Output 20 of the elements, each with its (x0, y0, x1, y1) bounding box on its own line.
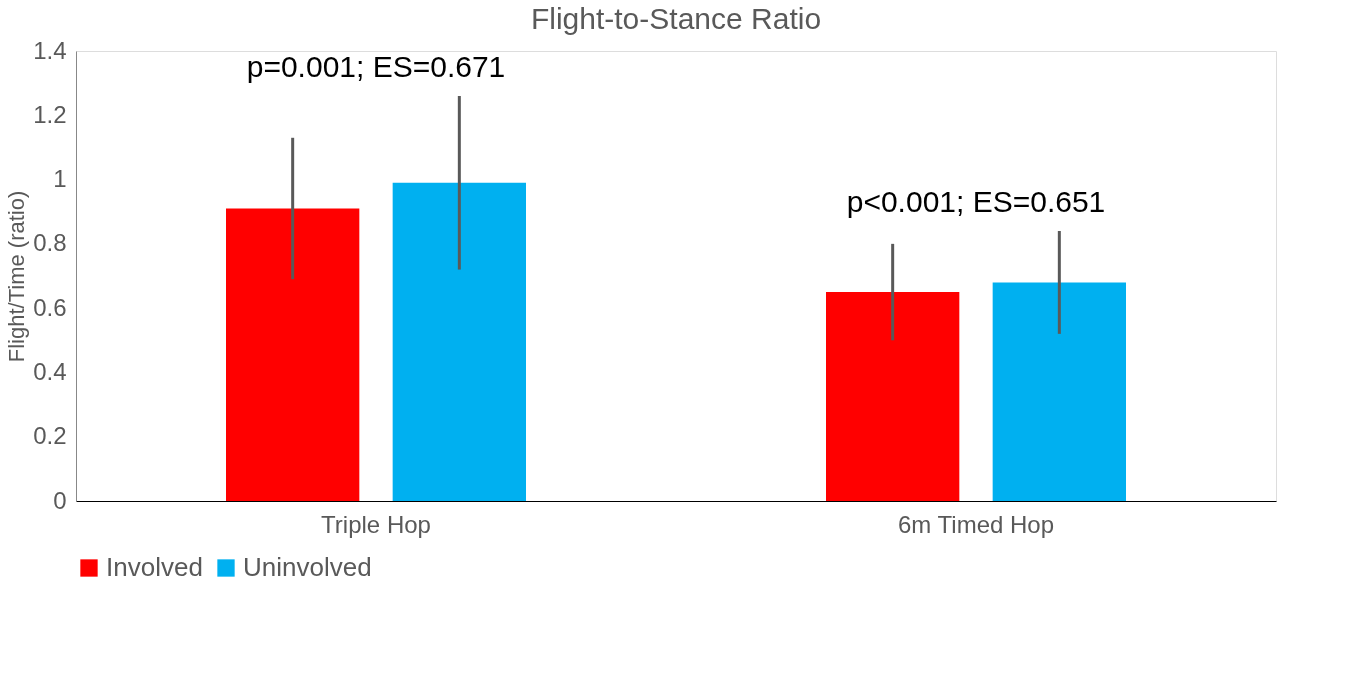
bar (826, 292, 960, 501)
y-tick-label: 1.4 (33, 36, 67, 64)
legend-label: Involved (106, 552, 203, 582)
y-tick-label: 1 (53, 165, 67, 193)
y-tick-label: 0 (53, 486, 67, 514)
bar (392, 182, 526, 501)
annotation: p<0.001; ES=0.651 (846, 185, 1106, 218)
y-tick-label: 1.2 (33, 100, 67, 128)
x-tick-label: Triple Hop (321, 510, 431, 538)
y-tick-label: 0.8 (33, 229, 67, 257)
y-axis-title: Flight/Time (ratio) (4, 190, 30, 363)
y-tick-label: 0.2 (33, 422, 67, 450)
annotation: p=0.001; ES=0.671 (246, 50, 506, 83)
bar (226, 208, 360, 501)
y-tick-label: 0.4 (33, 357, 67, 385)
chart-title: Flight-to-Stance Ratio (530, 2, 822, 35)
legend-label: Uninvolved (243, 552, 372, 582)
x-tick-label: 6m Timed Hop (897, 510, 1055, 538)
y-tick-label: 0.6 (33, 293, 67, 321)
bar (992, 282, 1126, 501)
